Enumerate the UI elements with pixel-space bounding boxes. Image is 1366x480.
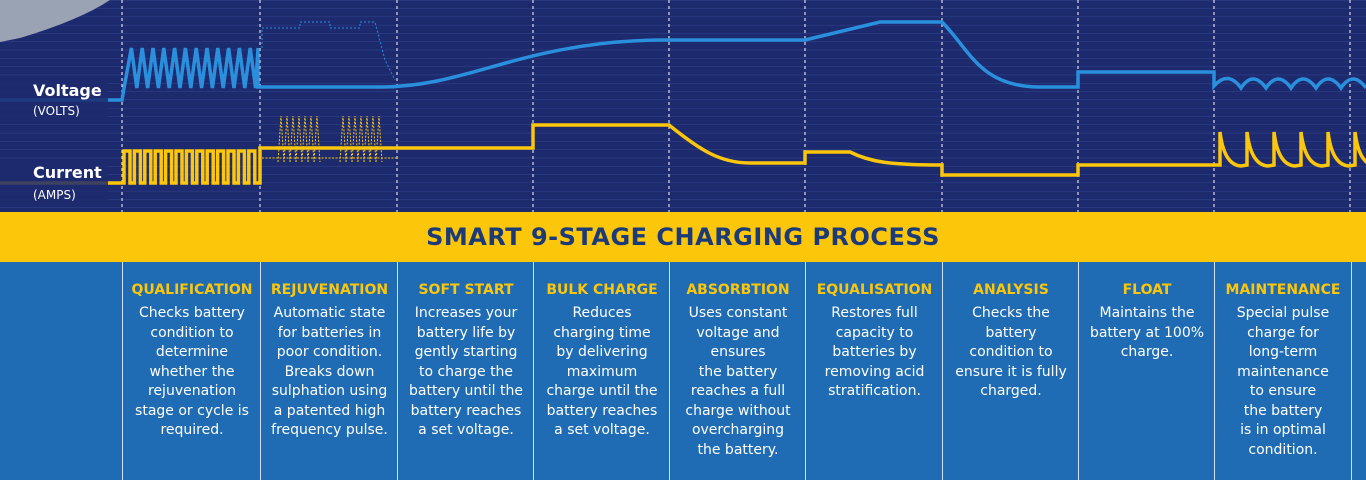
stage-description-line: gently starting: [398, 343, 534, 363]
stage-description-line: condition to: [943, 343, 1079, 363]
stage-description-line: determine: [123, 343, 261, 363]
stage-title: ANALYSIS: [943, 282, 1079, 298]
stage-description-line: charging time: [534, 324, 670, 344]
stage-title: SOFT START: [398, 282, 534, 298]
title-banner: SMART 9-STAGE CHARGING PROCESS: [0, 212, 1366, 262]
stage-description-line: required.: [123, 421, 261, 441]
voltage-label: Voltage: [33, 81, 102, 100]
stage-description-line: charge for: [1215, 324, 1351, 344]
stage-description-line: a patented high: [261, 402, 398, 422]
stage-description-line: whether the: [123, 363, 261, 383]
stage-description-line: Breaks down: [261, 363, 398, 383]
stage-description-line: reaches a full: [670, 382, 806, 402]
stage-description-line: voltage and: [670, 324, 806, 344]
stage-description-line: Restores full: [806, 304, 943, 324]
stage-description-line: Checks battery: [123, 304, 261, 324]
stage-description-line: rejuvenation: [123, 382, 261, 402]
stage-description-line: frequency pulse.: [261, 421, 398, 441]
stage-description-line: a set voltage.: [398, 421, 534, 441]
stage-description-line: poor condition.: [261, 343, 398, 363]
stage-title: EQUALISATION: [806, 282, 943, 298]
waveform-panel: Voltage (VOLTS) Current (AMPS): [0, 0, 1366, 212]
stage-description-line: charge until the: [534, 382, 670, 402]
stage-description-line: stratification.: [806, 382, 943, 402]
stage-description-line: to ensure: [1215, 382, 1351, 402]
stage-description-line: long-term: [1215, 343, 1351, 363]
stage-title: REJUVENATION: [261, 282, 398, 298]
stage-description-line: sulphation using: [261, 382, 398, 402]
stage-description-line: the battery: [1215, 402, 1351, 422]
stage-title: BULK CHARGE: [534, 282, 670, 298]
stage-description-line: overcharging: [670, 421, 806, 441]
stage-description-line: a set voltage.: [534, 421, 670, 441]
stage-description-line: Increases your: [398, 304, 534, 324]
stage-description-line: battery: [943, 324, 1079, 344]
stage-description-line: Automatic state: [261, 304, 398, 324]
stage-description-line: is in optimal: [1215, 421, 1351, 441]
infographic: Voltage (VOLTS) Current (AMPS) SMART 9-S…: [0, 0, 1366, 480]
stage-title: MAINTENANCE: [1215, 282, 1351, 298]
stage-description-line: ensure it is fully: [943, 363, 1079, 383]
stage-description-line: ensures: [670, 343, 806, 363]
stage-title: FLOAT: [1079, 282, 1215, 298]
current-label: Current: [33, 163, 102, 182]
stage-description-line: Uses constant: [670, 304, 806, 324]
stage-description-line: Reduces: [534, 304, 670, 324]
stage-description-line: Special pulse: [1215, 304, 1351, 324]
title: SMART 9-STAGE CHARGING PROCESS: [426, 223, 940, 251]
current-unit: (AMPS): [33, 188, 76, 202]
stage-description-line: the battery: [670, 363, 806, 383]
stage-description-line: charge.: [1079, 343, 1215, 363]
stage-description-line: battery at 100%: [1079, 324, 1215, 344]
stage-title: QUALIFICATION: [123, 282, 261, 298]
stage-description-line: for batteries in: [261, 324, 398, 344]
stage-description-line: stage or cycle is: [123, 402, 261, 422]
stage-description-line: battery reaches: [398, 402, 534, 422]
stage-description-line: charge without: [670, 402, 806, 422]
stage-description-line: Maintains the: [1079, 304, 1215, 324]
stage-description-line: charged.: [943, 382, 1079, 402]
voltage-unit: (VOLTS): [33, 104, 80, 118]
stage-description-line: maintenance: [1215, 363, 1351, 383]
stage-description-line: battery until the: [398, 382, 534, 402]
stage-description-line: to charge the: [398, 363, 534, 383]
stage-description-line: condition.: [1215, 441, 1351, 461]
stage-description-line: by delivering: [534, 343, 670, 363]
stage-description-line: the battery.: [670, 441, 806, 461]
stage-description-line: battery reaches: [534, 402, 670, 422]
stage-description-line: condition to: [123, 324, 261, 344]
stage-description-line: batteries by: [806, 343, 943, 363]
stage-description-line: battery life by: [398, 324, 534, 344]
grid-background: [0, 0, 1366, 212]
stage-description-line: maximum: [534, 363, 670, 383]
stage-description-line: Checks the: [943, 304, 1079, 324]
stage-description-line: removing acid: [806, 363, 943, 383]
stage-title: ABSORBTION: [670, 282, 806, 298]
stage-description-line: capacity to: [806, 324, 943, 344]
